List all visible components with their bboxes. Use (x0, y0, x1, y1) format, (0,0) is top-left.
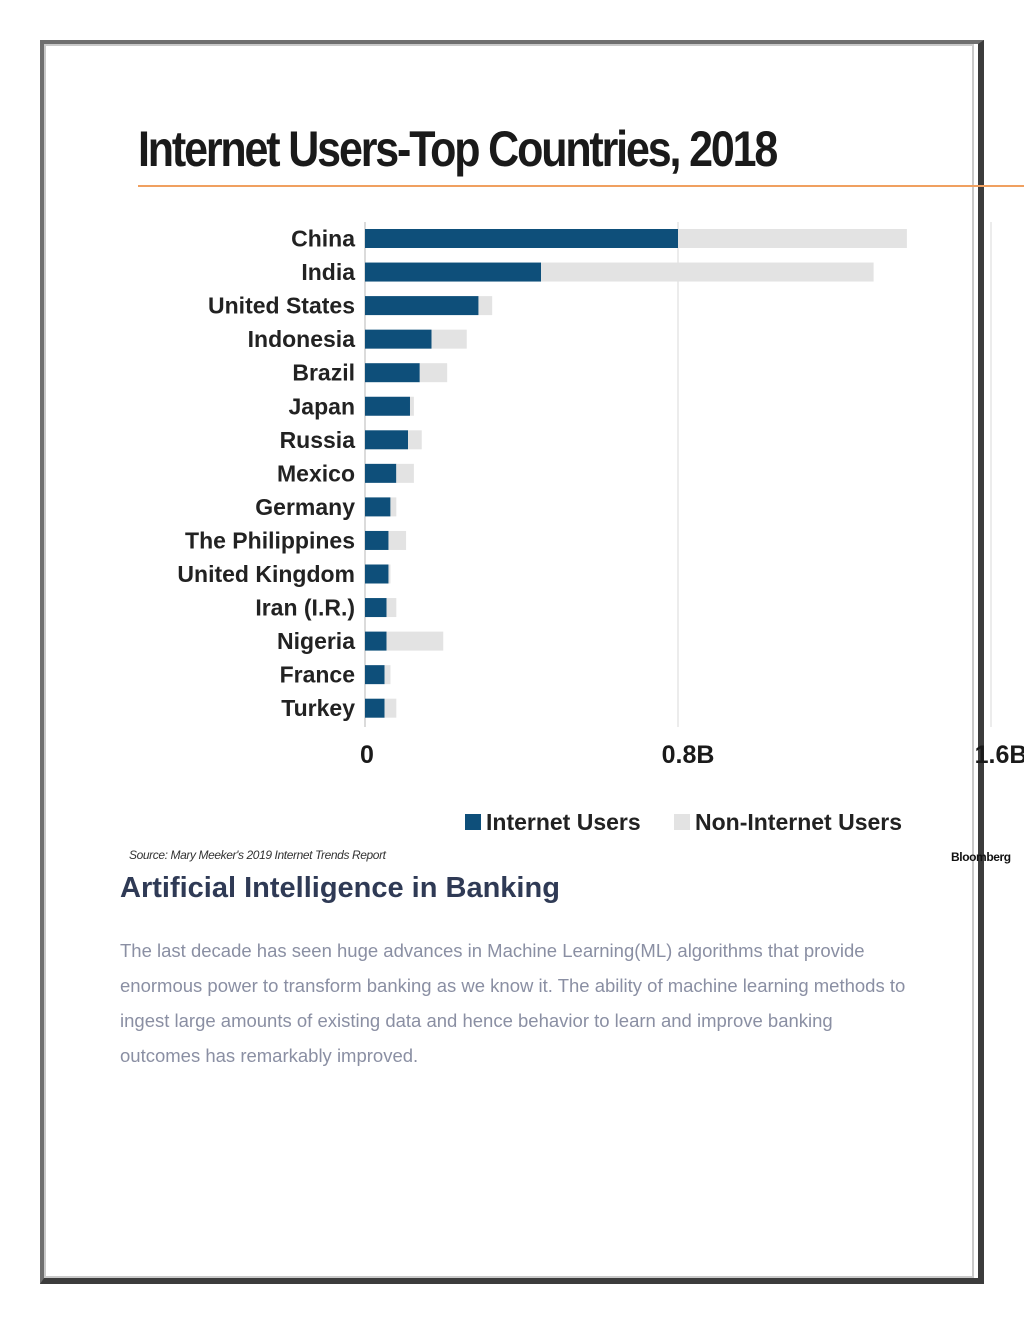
bar-non-internet-users (384, 665, 391, 685)
category-label: Brazil (292, 360, 355, 386)
bar-internet-users (365, 530, 389, 550)
bar-internet-users (365, 497, 391, 517)
category-label: Germany (255, 494, 355, 520)
category-label: India (301, 259, 355, 285)
x-tick-label: 1.6B (975, 741, 1024, 769)
category-label: United Kingdom (177, 561, 355, 587)
bar-non-internet-users (419, 363, 448, 383)
category-label: France (280, 662, 355, 688)
bar-non-internet-users (478, 296, 493, 316)
category-label: Turkey (281, 695, 355, 721)
category-label: Russia (280, 427, 356, 453)
bar-internet-users (365, 698, 385, 718)
category-label: Nigeria (277, 628, 355, 654)
bar-non-internet-users (388, 530, 407, 550)
chart-title: Internet Users-Top Countries, 2018 (138, 121, 778, 177)
article-heading: Artificial Intelligence in Banking (120, 872, 560, 904)
legend-label: Internet Users (486, 809, 641, 835)
bar-non-internet-users (409, 396, 414, 416)
bar-internet-users (365, 665, 385, 685)
internet-users-bar-chart: China India United States Indonesia Brazil Ja… (138, 185, 1024, 835)
bar-non-internet-users (408, 430, 422, 450)
bar-internet-users (365, 229, 678, 248)
bar-internet-users (365, 329, 432, 349)
bar-internet-users (365, 631, 387, 651)
bar-internet-users (365, 262, 542, 282)
bar-non-internet-users (678, 229, 907, 248)
bar-internet-users (365, 363, 420, 383)
bar-internet-users (365, 296, 479, 316)
category-label: United States (208, 293, 355, 319)
legend-swatch (674, 814, 690, 830)
category-label: Japan (289, 393, 355, 419)
x-tick-label: 0.8B (662, 741, 715, 769)
bar-non-internet-users (386, 631, 444, 651)
bar-non-internet-users (386, 598, 397, 618)
category-label: China (291, 226, 355, 252)
bar-internet-users (365, 430, 409, 450)
bar-internet-users (365, 564, 389, 584)
legend-label: Non-Internet Users (695, 809, 902, 835)
chart-source-note: Source: Mary Meeker's 2019 Internet Tren… (129, 848, 386, 862)
bar-non-internet-users (390, 497, 397, 517)
bar-internet-users (365, 598, 387, 618)
category-label: The Philippines (185, 527, 355, 553)
chart-credit: Bloomberg (951, 850, 1011, 864)
category-label: Mexico (277, 460, 355, 486)
article-body-paragraph: The last decade has seen huge advances i… (120, 940, 906, 1066)
bar-non-internet-users (396, 463, 414, 483)
category-label: Indonesia (248, 326, 356, 352)
bar-non-internet-users (541, 262, 874, 282)
bar-non-internet-users (388, 564, 391, 584)
legend-swatch (465, 814, 481, 830)
bar-non-internet-users (431, 329, 467, 349)
x-tick-label: 0 (360, 741, 374, 769)
category-label: Iran (I.R.) (255, 595, 355, 621)
page-frame (40, 40, 984, 1284)
bar-internet-users (365, 396, 410, 416)
bar-non-internet-users (384, 698, 397, 718)
bar-internet-users (365, 463, 397, 483)
